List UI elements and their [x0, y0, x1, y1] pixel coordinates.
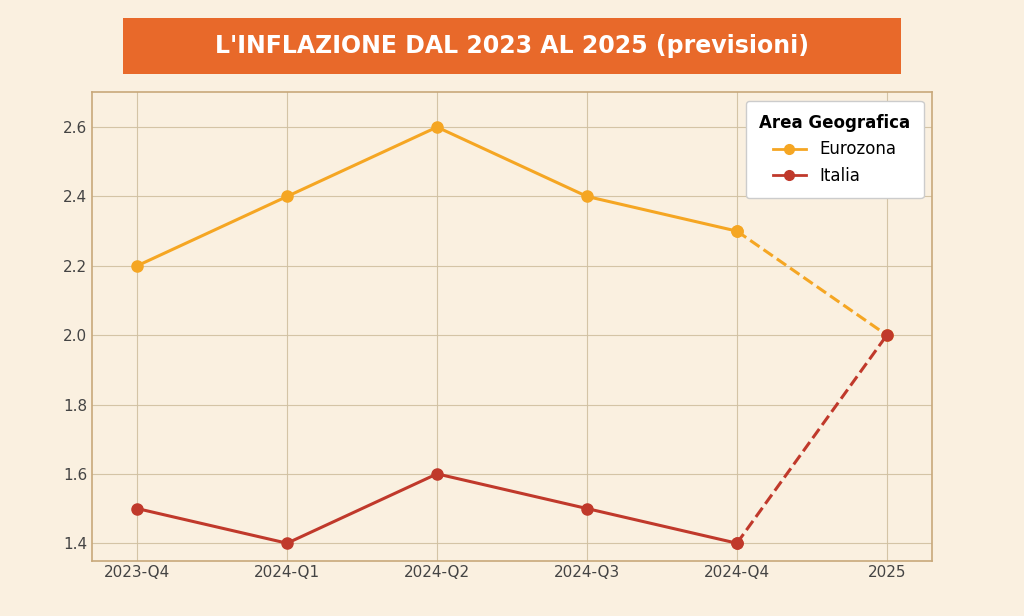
Legend: Eurozona, Italia: Eurozona, Italia	[745, 101, 924, 198]
FancyBboxPatch shape	[84, 15, 940, 76]
Text: L'INFLAZIONE DAL 2023 AL 2025 (previsioni): L'INFLAZIONE DAL 2023 AL 2025 (prevision…	[215, 34, 809, 58]
